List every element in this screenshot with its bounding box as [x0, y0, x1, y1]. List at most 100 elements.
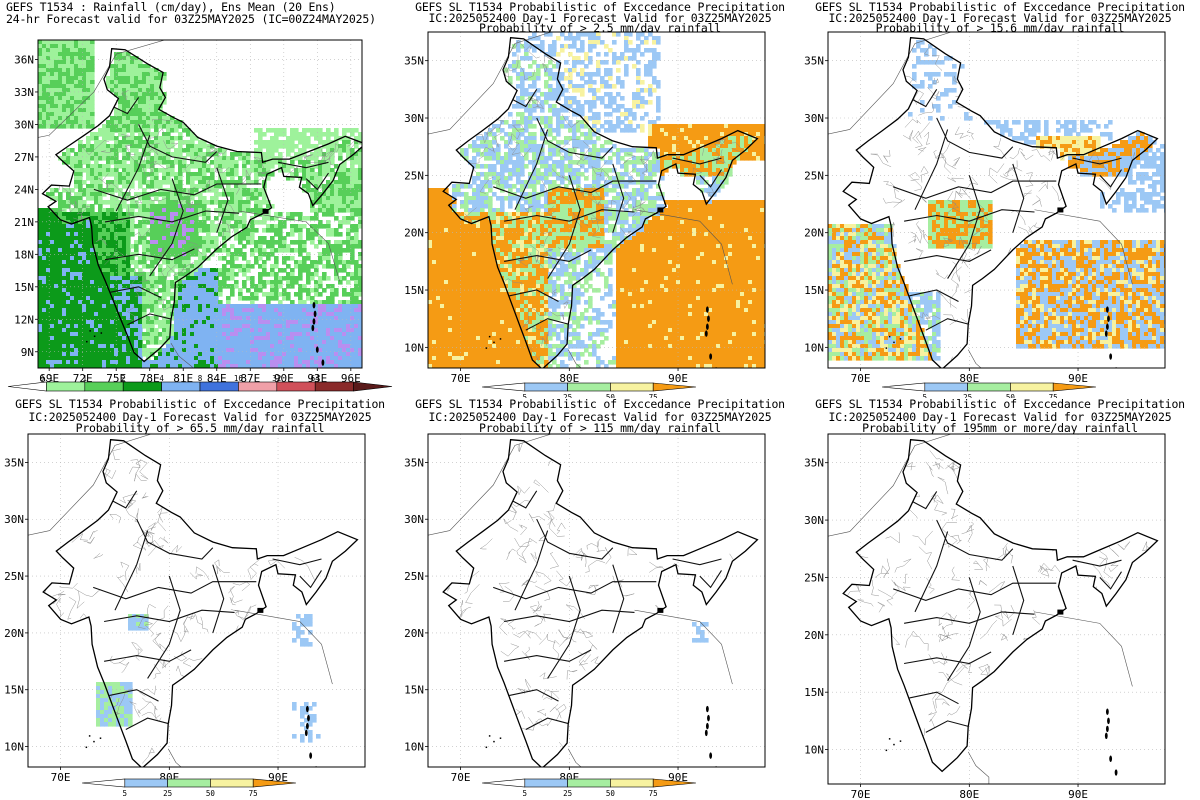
- panel-prob-2-5mm: GEFS SL T1534 Probabilistic of Exccedanc…: [400, 0, 800, 398]
- neighbour-border: [234, 609, 333, 685]
- precip-field: [96, 614, 321, 743]
- lat-tick-label: 10N: [404, 741, 424, 754]
- colorbar-label: 75: [1049, 393, 1058, 398]
- panel-prob-195mm: GEFS SL T1534 Probabilistic of Exccedanc…: [800, 398, 1200, 800]
- lat-tick-label: 25N: [804, 571, 824, 584]
- lat-tick-label: 30N: [404, 513, 424, 526]
- colorbar-swatch: [46, 381, 86, 392]
- colorbar-swatch: [1010, 382, 1054, 392]
- state-boundaries: [93, 490, 322, 730]
- lat-tick-label: 30N: [4, 513, 24, 526]
- lat-tick-label: 18N: [14, 248, 34, 261]
- lat-tick-label: 10N: [404, 341, 424, 354]
- sri-lanka-outline: [567, 349, 582, 368]
- lat-tick-label: 24N: [14, 183, 34, 196]
- probability-map: 35N 30N 25N 20N 15N 10N 70E 80E 90E 5 25 50 75: [404, 31, 766, 398]
- panel-title-line-2: 24-hr Forecast valid for 03Z25MAY2025 (I…: [6, 12, 376, 26]
- lat-tick-label: 21N: [14, 216, 34, 229]
- panel-title-line-3: Probability of > 115 mm/day rainfall: [478, 421, 722, 435]
- islands: [85, 607, 318, 767]
- probability-map: 35N 30N 25N 20N 15N 10N 70E 80E 90E 5 25 50 75: [804, 31, 1166, 398]
- kolkata-marker: [1057, 609, 1064, 615]
- lon-tick-label: 70E: [851, 788, 871, 800]
- colorbar-swatch: [652, 382, 697, 392]
- islands: [485, 607, 718, 767]
- colorbar-swatch: [167, 778, 211, 788]
- district-boundaries: [43, 448, 316, 764]
- colorbar-label: 16: [234, 374, 244, 383]
- graticule: [828, 434, 1165, 784]
- sri-lanka-outline: [567, 748, 582, 767]
- panel-title-line-2: IC:2025052400 Day-1 Forecast Valid for 0…: [428, 410, 772, 424]
- colorbar-swatch: [652, 778, 697, 788]
- colorbar-swatch: [84, 381, 124, 392]
- lat-tick-label: 25N: [404, 169, 424, 182]
- colorbar-label: 25: [563, 393, 572, 398]
- probability-map: 35N 30N 25N 20N 15N 10N 70E 80E 90E: [804, 433, 1166, 800]
- colorbar-swatch: [252, 778, 297, 788]
- map-frame: [27, 433, 366, 768]
- colorbar-swatch: [161, 381, 201, 392]
- lon-tick-label: 80E: [559, 372, 579, 385]
- colorbar-label: 25: [563, 789, 572, 798]
- colorbar-label: 75: [249, 789, 258, 798]
- india-outline: [41, 48, 362, 363]
- lat-tick-label: 25N: [804, 169, 824, 182]
- map-frame: [37, 39, 363, 369]
- lat-tick-label: 15N: [4, 684, 24, 697]
- map-frame: [827, 31, 1166, 369]
- colorbar-label: 50: [606, 789, 616, 798]
- neighbour-border: [428, 434, 553, 536]
- lat-tick-label: 20N: [4, 627, 24, 640]
- lon-tick-label: 80E: [959, 788, 979, 800]
- map-plot-area: [428, 32, 765, 368]
- colorbar: 0.1 1 2 4 8 16 32 64: [7, 374, 393, 392]
- lat-tick-label: 35N: [4, 456, 24, 469]
- colorbar-label: 25: [163, 789, 172, 798]
- colorbar-swatch: [124, 778, 168, 788]
- colorbar-swatch: [610, 778, 654, 788]
- colorbar: 5 25 50 75: [881, 382, 1097, 398]
- sri-lanka-outline: [967, 751, 990, 784]
- lat-tick-label: 30N: [804, 112, 824, 125]
- lat-tick-label: 20N: [404, 627, 424, 640]
- colorbar-label: 5: [923, 393, 928, 398]
- colorbar-swatch: [567, 778, 611, 788]
- colorbar-label: 50: [206, 789, 216, 798]
- india-outline: [442, 438, 759, 767]
- islands: [485, 207, 718, 368]
- lat-tick-label: 10N: [4, 741, 24, 754]
- islands: [885, 207, 1118, 368]
- colorbar-label: 5: [123, 789, 128, 798]
- colorbar-swatch: [481, 778, 526, 788]
- neighbour-border: [634, 609, 733, 685]
- map-plot-area: [28, 434, 365, 767]
- colorbar-label: 2: [121, 374, 126, 383]
- neighbour-border: [828, 32, 953, 135]
- kolkata-marker: [657, 607, 664, 613]
- neighbour-border: [634, 209, 733, 285]
- colorbar-label: 5: [523, 789, 528, 798]
- lon-tick-label: 70E: [51, 771, 71, 784]
- colorbar: 5 25 50 75: [481, 778, 697, 798]
- map-frame: [427, 433, 766, 768]
- neighbour-border: [1034, 611, 1133, 687]
- panel-title-line-2: IC:2025052400 Day-1 Forecast Valid for 0…: [428, 11, 772, 25]
- lon-tick-label: 90E: [668, 372, 688, 385]
- lat-tick-label: 15N: [404, 684, 424, 697]
- lat-tick-label: 30N: [14, 118, 34, 131]
- colorbar: 5 25 50 75: [481, 382, 697, 398]
- lat-tick-label: 15N: [404, 284, 424, 297]
- colorbar-label: 75: [649, 393, 658, 398]
- state-boundaries: [893, 491, 1122, 733]
- sri-lanka-outline: [167, 748, 182, 767]
- colorbar-label: 75: [649, 789, 658, 798]
- state-boundaries: [93, 97, 329, 326]
- lat-tick-label: 25N: [404, 570, 424, 583]
- precip-field: [428, 32, 765, 368]
- lon-tick-label: 70E: [451, 771, 471, 784]
- colorbar-swatch: [314, 381, 354, 392]
- graticule: [428, 434, 765, 767]
- lat-tick-label: 15N: [14, 281, 34, 294]
- sri-lanka-outline: [967, 349, 982, 368]
